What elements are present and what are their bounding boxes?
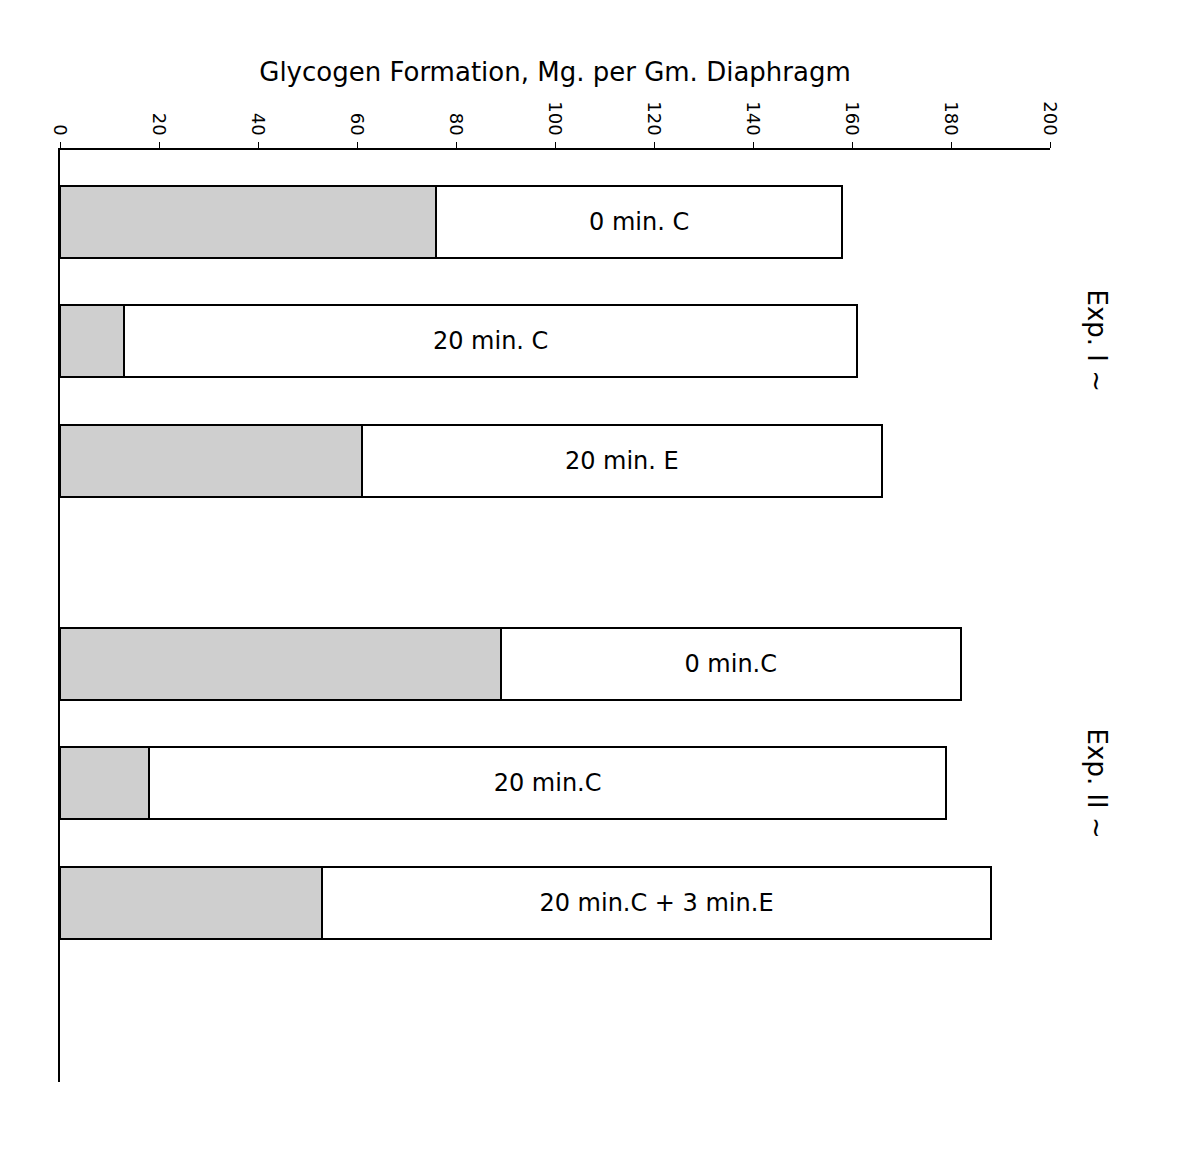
svg-text:20 min. E: 20 min. E — [565, 447, 679, 475]
svg-text:20 min. C: 20 min. C — [433, 327, 548, 355]
svg-text:60: 60 — [347, 113, 368, 136]
svg-text:Exp. II ~: Exp. II ~ — [1082, 729, 1112, 839]
svg-text:Glycogen Formation, Mg. per Gm: Glycogen Formation, Mg. per Gm. Diaphrag… — [259, 57, 851, 87]
svg-text:160: 160 — [842, 101, 863, 135]
svg-text:180: 180 — [941, 101, 962, 135]
svg-text:0: 0 — [50, 124, 71, 135]
svg-text:80: 80 — [446, 113, 467, 136]
svg-text:120: 120 — [644, 101, 665, 135]
svg-text:20 min.C: 20 min.C — [494, 769, 602, 797]
svg-text:40: 40 — [248, 113, 269, 136]
svg-text:140: 140 — [743, 101, 764, 135]
svg-text:0 min.C: 0 min.C — [684, 650, 777, 678]
svg-text:0 min. C: 0 min. C — [589, 208, 689, 236]
svg-text:Exp. I ~: Exp. I ~ — [1082, 289, 1112, 392]
svg-text:20 min.C + 3 min.E: 20 min.C + 3 min.E — [539, 889, 773, 917]
svg-text:100: 100 — [545, 101, 566, 135]
svg-text:20: 20 — [149, 113, 170, 136]
svg-text:200: 200 — [1040, 101, 1061, 135]
